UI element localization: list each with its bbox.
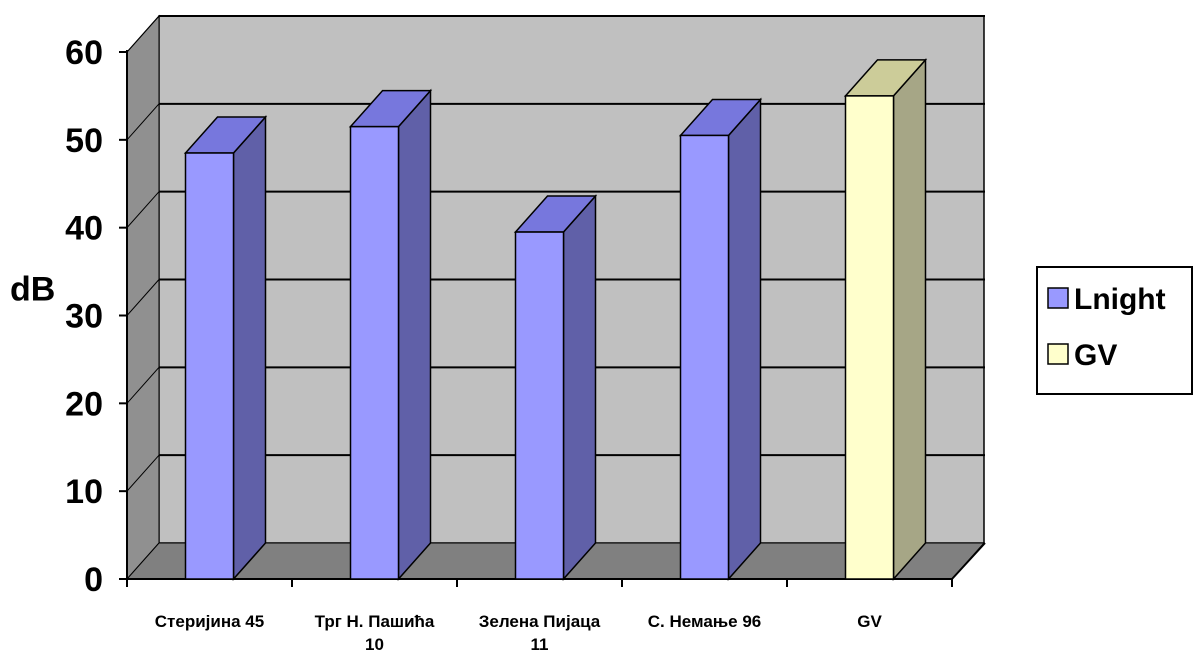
bar-lnight-3: [679, 134, 730, 580]
bar-lnight-1: [349, 125, 400, 580]
y-tick-label: 0: [84, 561, 103, 599]
x-tick-label: GV: [857, 612, 882, 631]
gridline-side: [126, 367, 160, 404]
x-tick-label: Зелена Пијаца: [479, 612, 601, 631]
x-tick-label: С. Немање 96: [648, 612, 762, 631]
y-tick-label: 50: [65, 122, 103, 160]
gridline-side: [126, 454, 160, 492]
bar-gv-4: [844, 95, 895, 580]
y-tick-label: 40: [65, 210, 103, 248]
gridline-side: [126, 103, 160, 141]
y-tick-label: 20: [65, 385, 103, 423]
x-tick-label: Стеријина 45: [155, 612, 264, 631]
bar-lnight-0: [184, 152, 235, 580]
bar-side-lnight-3: [727, 97, 762, 581]
floor-edge: [951, 542, 986, 580]
gridline-side: [126, 15, 160, 53]
gridline-side: [126, 279, 160, 316]
x-tick-label: 11: [531, 635, 549, 654]
bar-side-lnight-2: [562, 194, 597, 581]
x-tick-label: 10: [365, 635, 384, 654]
x-tick-label: Трг Н. Пашића: [315, 612, 435, 631]
y-tick-label: 10: [65, 473, 103, 511]
y-axis-label: dB: [10, 271, 55, 309]
bar-side-gv-4: [892, 57, 927, 581]
legend-swatch-lnight: [1047, 287, 1069, 309]
bar-side-lnight-0: [232, 115, 267, 581]
y-tick-label: 60: [65, 34, 103, 72]
chart-bars: [183, 57, 928, 581]
legend: Lnight GV: [1036, 266, 1193, 395]
y-tick-label: 30: [65, 298, 103, 336]
x-tick-labels: Стеријина 45 Трг Н. Пашића 10 Зелена Пијаца…: [155, 612, 883, 654]
gridline-side: [126, 191, 160, 228]
legend-label-lnight: Lnight: [1074, 283, 1166, 316]
bar-lnight-2: [514, 231, 565, 580]
legend-swatch-gv: [1047, 343, 1069, 365]
bar-side-lnight-1: [397, 88, 432, 581]
legend-label-gv: GV: [1074, 339, 1117, 372]
y-tick-labels: 0 10 20 30 40 50 60: [65, 34, 103, 599]
